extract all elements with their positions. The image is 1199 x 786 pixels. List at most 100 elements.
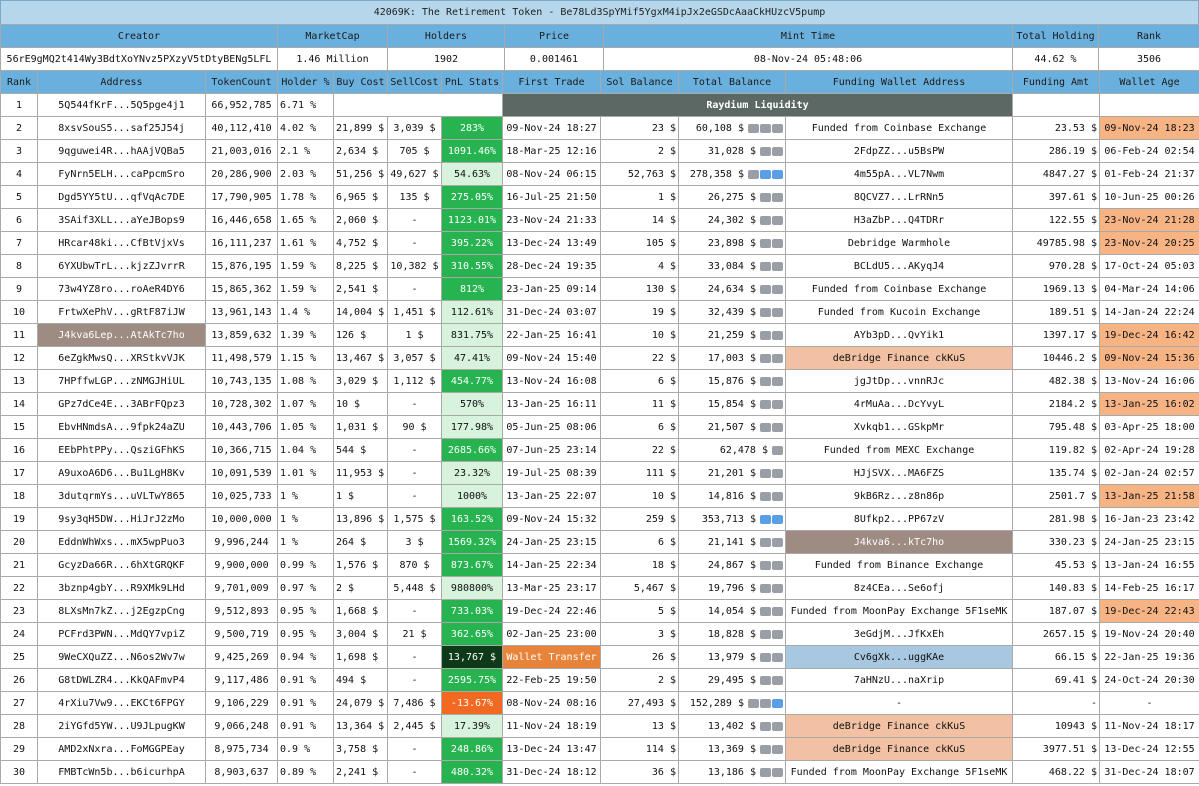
address-link[interactable]: EbvHNmdsA...9fpk24aZU — [37, 415, 206, 439]
address-link[interactable]: 9WeCXQuZZ...N6os2Wv7w — [37, 645, 206, 669]
grey-token-icon[interactable] — [760, 192, 771, 202]
grey-token-icon[interactable] — [772, 652, 783, 662]
grey-token-icon[interactable] — [760, 744, 771, 754]
funding-wallet-cell[interactable]: Xvkqb1...GSkpMr — [785, 415, 1013, 439]
address-link[interactable]: 73w4YZ8ro...roAeR4DY6 — [37, 277, 206, 301]
funding-wallet-cell[interactable]: 8Ufkp2...PP67zV — [785, 507, 1013, 531]
grey-token-icon[interactable] — [760, 123, 771, 133]
grey-token-icon[interactable] — [760, 560, 771, 570]
address-link[interactable]: FrtwXePhV...gRtF87iJW — [37, 300, 206, 324]
col-header-sell-cost[interactable]: SellCost — [387, 70, 442, 94]
address-link[interactable]: 6eZgkMwsQ...XRStkvVJK — [37, 346, 206, 370]
funding-wallet-cell[interactable]: Funded from MoonPay Exchange 5F1seMK — [785, 760, 1013, 784]
grey-token-icon[interactable] — [772, 744, 783, 754]
grey-token-icon[interactable] — [760, 767, 771, 777]
grey-token-icon[interactable] — [772, 629, 783, 639]
grey-token-icon[interactable] — [760, 606, 771, 616]
address-link[interactable]: 7HPffwLGP...zNMGJHiUL — [37, 369, 206, 393]
grey-token-icon[interactable] — [760, 146, 771, 156]
blue-token-icon[interactable] — [760, 514, 771, 524]
grey-token-icon[interactable] — [748, 123, 759, 133]
address-link[interactable]: FMBTcWn5b...b6icurhpA — [37, 760, 206, 784]
address-link[interactable]: EEbPhtPPy...QsziGFhKS — [37, 438, 206, 462]
funding-wallet-cell[interactable]: deBridge Finance ckKuS — [785, 346, 1013, 370]
col-header-funding-amt[interactable]: Funding Amt — [1012, 70, 1100, 94]
funding-wallet-cell[interactable]: BCLdU5...AKyqJ4 — [785, 254, 1013, 278]
funding-wallet-cell[interactable]: AYb3pD...QvYik1 — [785, 323, 1013, 347]
funding-wallet-cell[interactable]: Debridge Warmhole — [785, 231, 1013, 255]
grey-token-icon[interactable] — [772, 468, 783, 478]
address-link[interactable]: Dgd5YY5tU...qfVqAc7DE — [37, 185, 206, 209]
address-link[interactable]: 2iYGfd5YW...U9JLpugKW — [37, 714, 206, 738]
funding-wallet-cell[interactable]: 8QCVZ7...LrRNn5 — [785, 185, 1013, 209]
address-link[interactable]: 3SAif3XLL...aYeJBops9 — [37, 208, 206, 232]
grey-token-icon[interactable] — [772, 767, 783, 777]
funding-wallet-cell[interactable]: Funded from Kucoin Exchange — [785, 300, 1013, 324]
grey-token-icon[interactable] — [760, 491, 771, 501]
address-link[interactable]: PCFrd3PWN...MdQY7vpiZ — [37, 622, 206, 646]
funding-wallet-cell[interactable]: - — [785, 691, 1013, 715]
funding-wallet-cell[interactable]: H3aZbP...Q4TDRr — [785, 208, 1013, 232]
grey-token-icon[interactable] — [760, 284, 771, 294]
address-link[interactable]: 6YXUbwTrL...kjzZJvrrR — [37, 254, 206, 278]
address-link[interactable]: EddnWhWxs...mX5wpPuo3 — [37, 530, 206, 554]
grey-token-icon[interactable] — [772, 261, 783, 271]
address-link[interactable]: 5Q544fKrF...5Q5pge4j1 — [37, 93, 206, 117]
grey-token-icon[interactable] — [772, 422, 783, 432]
funding-wallet-cell[interactable]: 4rMuAa...DcYvyL — [785, 392, 1013, 416]
grey-token-icon[interactable] — [772, 399, 783, 409]
grey-token-icon[interactable] — [772, 238, 783, 248]
col-header-first-trade[interactable]: First Trade — [502, 70, 601, 94]
grey-token-icon[interactable] — [760, 468, 771, 478]
col-header-funding-wallet[interactable]: Funding Wallet Address — [785, 70, 1013, 94]
address-link[interactable]: GcyzDa66R...6hXtGRQKF — [37, 553, 206, 577]
grey-token-icon[interactable] — [772, 445, 783, 455]
grey-token-icon[interactable] — [772, 721, 783, 731]
col-header-address[interactable]: Address — [37, 70, 206, 94]
funding-wallet-cell[interactable]: 9kB6Rz...z8n86p — [785, 484, 1013, 508]
creator-address[interactable]: 56rE9gMQ2t414Wy3BdtXoYNvz5PXzyV5tDtyBENg… — [0, 47, 278, 71]
grey-token-icon[interactable] — [772, 353, 783, 363]
col-header-buy-cost[interactable]: Buy Cost — [333, 70, 388, 94]
grey-token-icon[interactable] — [772, 675, 783, 685]
col-header-holder-pct[interactable]: Holder % — [277, 70, 334, 94]
grey-token-icon[interactable] — [772, 123, 783, 133]
grey-token-icon[interactable] — [772, 146, 783, 156]
grey-token-icon[interactable] — [772, 606, 783, 616]
col-header-wallet-age[interactable]: Wallet Age — [1099, 70, 1199, 94]
funding-wallet-cell[interactable]: 7aHNzU...naXrip — [785, 668, 1013, 692]
address-link[interactable]: J4kva6Lep...AtAkTc7ho — [37, 323, 206, 347]
grey-token-icon[interactable] — [760, 261, 771, 271]
grey-token-icon[interactable] — [760, 399, 771, 409]
grey-token-icon[interactable] — [772, 376, 783, 386]
grey-token-icon[interactable] — [760, 215, 771, 225]
funding-wallet-cell[interactable]: 3eGdjM...JfKxEh — [785, 622, 1013, 646]
grey-token-icon[interactable] — [772, 537, 783, 547]
address-link[interactable]: 8xsvSouS5...saf25J54j — [37, 116, 206, 140]
grey-token-icon[interactable] — [760, 376, 771, 386]
col-header-token-count[interactable]: TokenCount — [205, 70, 278, 94]
grey-token-icon[interactable] — [760, 537, 771, 547]
funding-wallet-cell[interactable]: 2FdpZZ...u5BsPW — [785, 139, 1013, 163]
grey-token-icon[interactable] — [772, 215, 783, 225]
funding-wallet-cell[interactable]: Funded from Binance Exchange — [785, 553, 1013, 577]
grey-token-icon[interactable] — [772, 491, 783, 501]
grey-token-icon[interactable] — [760, 721, 771, 731]
grey-token-icon[interactable] — [760, 583, 771, 593]
grey-token-icon[interactable] — [760, 629, 771, 639]
grey-token-icon[interactable] — [772, 560, 783, 570]
col-header-sol-balance[interactable]: Sol Balance — [600, 70, 679, 94]
funding-wallet-cell[interactable]: Funded from Coinbase Exchange — [785, 277, 1013, 301]
address-link[interactable]: 9sy3qH5DW...HiJrJ2zMo — [37, 507, 206, 531]
funding-wallet-cell[interactable]: Funded from Coinbase Exchange — [785, 116, 1013, 140]
funding-wallet-cell[interactable]: Funded from MoonPay Exchange 5F1seMK — [785, 599, 1013, 623]
grey-token-icon[interactable] — [760, 353, 771, 363]
address-link[interactable]: 9qguwei4R...hAAjVQBa5 — [37, 139, 206, 163]
blue-token-icon[interactable] — [772, 514, 783, 524]
grey-token-icon[interactable] — [772, 284, 783, 294]
blue-token-icon[interactable] — [772, 698, 783, 708]
address-link[interactable]: HRcar48ki...CfBtVjxVs — [37, 231, 206, 255]
address-link[interactable]: A9uxoA6D6...Bu1LgH8Kv — [37, 461, 206, 485]
address-link[interactable]: AMD2xNxra...FoMGGPEay — [37, 737, 206, 761]
funding-wallet-cell[interactable]: HJjSVX...MA6FZS — [785, 461, 1013, 485]
